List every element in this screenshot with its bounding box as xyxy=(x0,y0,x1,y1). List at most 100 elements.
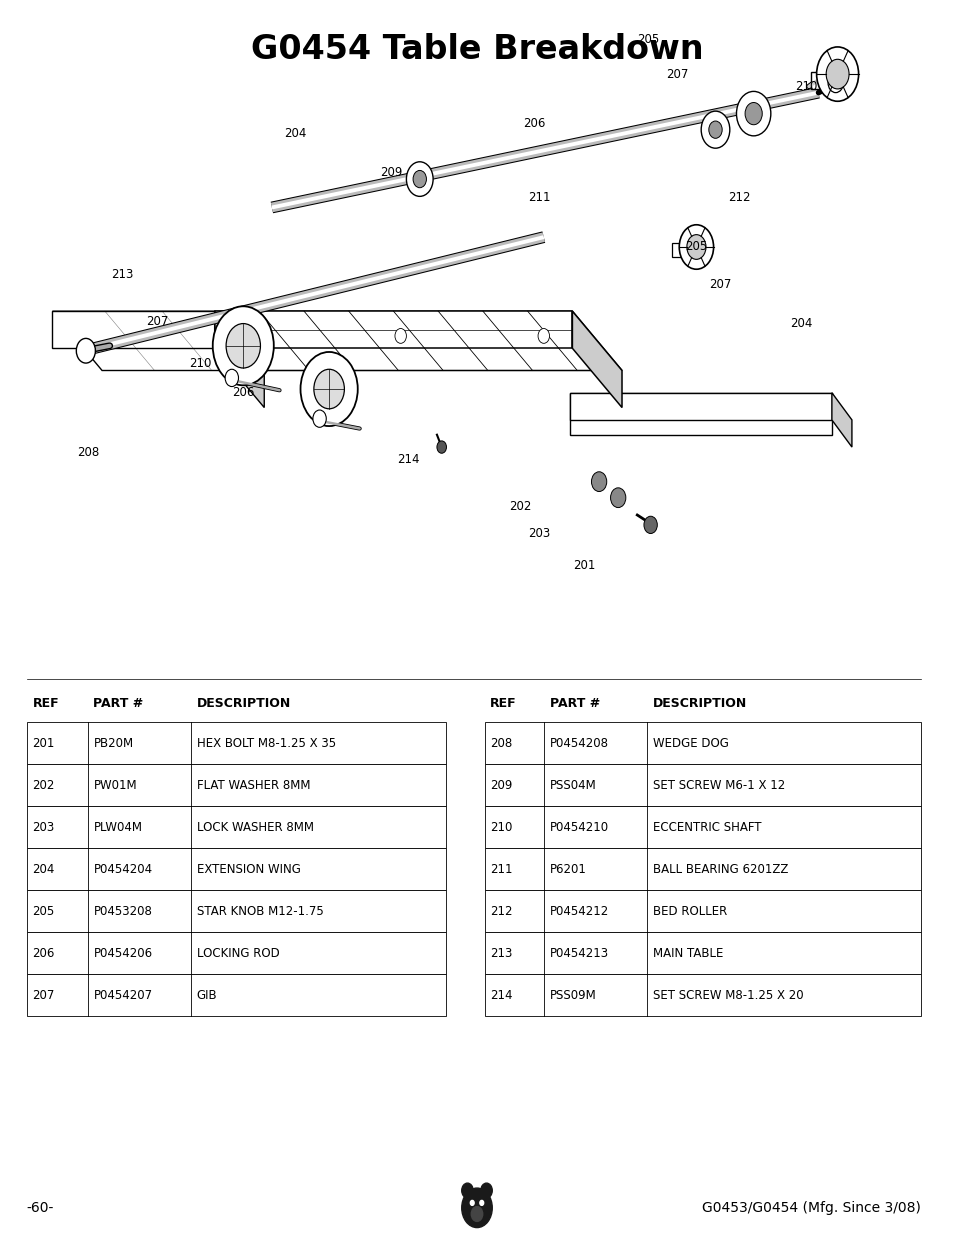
Text: REF: REF xyxy=(490,698,517,710)
Text: DESCRIPTION: DESCRIPTION xyxy=(652,698,746,710)
Text: 208: 208 xyxy=(490,737,512,750)
Circle shape xyxy=(816,47,858,101)
Bar xyxy=(484,848,920,890)
Text: 206: 206 xyxy=(32,947,54,960)
Polygon shape xyxy=(831,393,851,447)
Polygon shape xyxy=(570,393,831,435)
Circle shape xyxy=(413,170,426,188)
Text: 210: 210 xyxy=(794,80,817,93)
Text: 214: 214 xyxy=(490,989,513,1002)
Text: 210: 210 xyxy=(189,357,212,369)
Circle shape xyxy=(686,235,705,259)
Circle shape xyxy=(406,162,433,196)
Text: PW01M: PW01M xyxy=(93,779,137,792)
Text: STAR KNOB M12-1.75: STAR KNOB M12-1.75 xyxy=(196,905,323,918)
Circle shape xyxy=(395,329,406,343)
Text: P0453208: P0453208 xyxy=(93,905,152,918)
Circle shape xyxy=(313,410,326,427)
Text: 213: 213 xyxy=(111,268,133,280)
Text: 203: 203 xyxy=(32,821,54,834)
Circle shape xyxy=(470,1200,474,1205)
Text: 205: 205 xyxy=(684,241,707,253)
Text: PSS09M: PSS09M xyxy=(549,989,596,1002)
Circle shape xyxy=(300,352,357,426)
Bar xyxy=(27,764,446,806)
Text: P0454212: P0454212 xyxy=(549,905,608,918)
Circle shape xyxy=(436,441,446,453)
Text: 212: 212 xyxy=(727,191,750,204)
Text: REF: REF xyxy=(32,698,59,710)
Circle shape xyxy=(537,329,549,343)
Text: P0454206: P0454206 xyxy=(93,947,152,960)
Circle shape xyxy=(226,324,260,368)
Circle shape xyxy=(700,111,729,148)
Text: HEX BOLT M8-1.25 X 35: HEX BOLT M8-1.25 X 35 xyxy=(196,737,335,750)
Text: 207: 207 xyxy=(708,278,731,290)
Circle shape xyxy=(736,91,770,136)
Text: 211: 211 xyxy=(527,191,550,204)
Text: 204: 204 xyxy=(789,317,812,330)
Circle shape xyxy=(708,121,721,138)
Text: LOCK WASHER 8MM: LOCK WASHER 8MM xyxy=(196,821,314,834)
Text: 206: 206 xyxy=(522,117,545,130)
Polygon shape xyxy=(214,311,621,370)
Text: 208: 208 xyxy=(76,446,99,458)
Circle shape xyxy=(213,306,274,385)
Bar xyxy=(484,722,920,764)
Text: P0454208: P0454208 xyxy=(549,737,608,750)
Circle shape xyxy=(479,1200,483,1205)
Text: EXTENSION WING: EXTENSION WING xyxy=(196,863,300,876)
Text: FLAT WASHER 8MM: FLAT WASHER 8MM xyxy=(196,779,310,792)
Text: 207: 207 xyxy=(146,315,169,327)
Bar xyxy=(27,722,446,764)
Bar xyxy=(484,974,920,1016)
Text: 210: 210 xyxy=(490,821,512,834)
Text: 209: 209 xyxy=(490,779,512,792)
Text: GIB: GIB xyxy=(196,989,217,1002)
Text: P0454204: P0454204 xyxy=(93,863,152,876)
Text: WEDGE DOG: WEDGE DOG xyxy=(652,737,728,750)
Text: 204: 204 xyxy=(32,863,54,876)
Text: P0454210: P0454210 xyxy=(549,821,608,834)
Polygon shape xyxy=(214,311,264,408)
Bar xyxy=(484,764,920,806)
Text: 214: 214 xyxy=(396,453,419,466)
Circle shape xyxy=(610,488,625,508)
Polygon shape xyxy=(572,311,621,408)
Circle shape xyxy=(825,59,848,89)
Text: P0454213: P0454213 xyxy=(549,947,608,960)
Bar xyxy=(484,806,920,848)
Text: SET SCREW M6-1 X 12: SET SCREW M6-1 X 12 xyxy=(652,779,784,792)
Text: G0454 Table Breakdown: G0454 Table Breakdown xyxy=(251,33,702,65)
Circle shape xyxy=(76,338,95,363)
Bar xyxy=(484,932,920,974)
Text: 203: 203 xyxy=(527,527,550,540)
Text: 207: 207 xyxy=(665,68,688,80)
Circle shape xyxy=(679,225,713,269)
Bar xyxy=(27,974,446,1016)
Circle shape xyxy=(480,1183,492,1198)
Text: DESCRIPTION: DESCRIPTION xyxy=(196,698,291,710)
Text: 201: 201 xyxy=(572,559,595,572)
Bar xyxy=(810,72,831,89)
Text: BED ROLLER: BED ROLLER xyxy=(652,905,726,918)
Circle shape xyxy=(827,73,842,93)
Text: 205: 205 xyxy=(32,905,54,918)
Bar xyxy=(27,806,446,848)
Text: 201: 201 xyxy=(32,737,54,750)
Circle shape xyxy=(242,329,253,343)
Circle shape xyxy=(591,472,606,492)
Text: PLW04M: PLW04M xyxy=(93,821,142,834)
Text: 204: 204 xyxy=(284,127,307,140)
Bar xyxy=(27,890,446,932)
Bar xyxy=(27,932,446,974)
Circle shape xyxy=(643,516,657,534)
Text: 209: 209 xyxy=(379,167,402,179)
Text: 202: 202 xyxy=(32,779,54,792)
Circle shape xyxy=(461,1183,473,1198)
Text: PART #: PART # xyxy=(549,698,599,710)
Bar xyxy=(27,848,446,890)
Text: G0453/G0454 (Mfg. Since 3/08): G0453/G0454 (Mfg. Since 3/08) xyxy=(701,1200,920,1215)
Bar xyxy=(484,890,920,932)
Text: 205: 205 xyxy=(637,33,659,46)
